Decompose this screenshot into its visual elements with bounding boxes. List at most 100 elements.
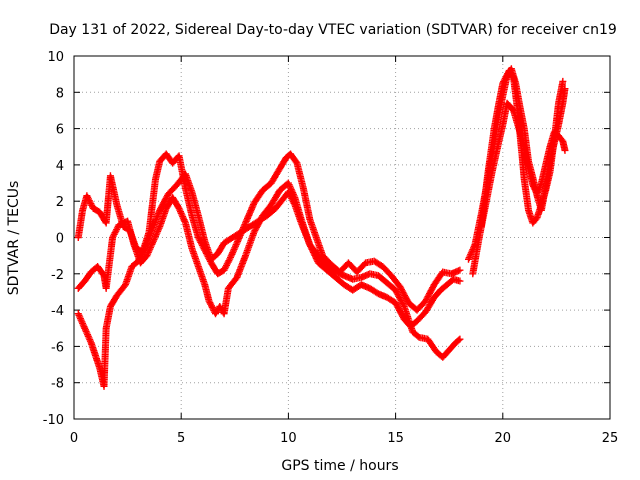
data-point [83,192,91,200]
data-point [83,329,91,337]
data-point [203,251,211,259]
data-point [502,73,510,81]
data-point [205,297,213,305]
x-tick-label: 0 [70,431,78,446]
data-point [221,265,229,273]
data-point [146,245,154,253]
data-point [112,227,120,235]
data-point [509,72,517,80]
data-point [286,182,294,190]
data-point [225,257,233,265]
data-point [86,337,94,345]
y-tick-label: 8 [56,86,64,101]
data-point [227,252,235,260]
data-point [79,321,87,329]
data-point [147,242,155,250]
data-point [113,226,121,234]
x-tick-label: 5 [177,431,185,446]
y-tick-label: -10 [43,413,64,428]
data-point [202,249,210,257]
data-point [223,260,231,268]
data-point [289,190,297,198]
data-point [290,192,298,200]
data-point [78,318,86,326]
data-point [81,326,89,334]
data-point [84,331,92,339]
data-point [179,213,187,221]
y-tick-label: -6 [51,340,64,355]
data-point [465,254,473,262]
series-track1 [74,170,464,390]
data-point [195,235,203,243]
data-point [145,247,153,255]
data-point [226,255,234,263]
data-point [144,250,152,258]
data-point [456,277,464,285]
data-point [561,146,569,154]
data-point [149,239,157,247]
data-point [79,319,87,327]
data-point [155,224,163,232]
data-point [222,261,230,269]
data-point [77,316,85,324]
data-point [87,200,95,208]
data-point [88,201,96,209]
data-point [464,255,472,263]
data-point [175,204,183,212]
data-point [153,229,161,237]
data-point [198,241,206,249]
x-axis-label: GPS time / hours [281,458,398,474]
data-point [399,301,407,309]
data-point [86,198,94,206]
data-point [207,300,215,308]
data-point [466,252,474,260]
x-tick-label: 15 [387,431,404,446]
series-track3 [74,150,464,314]
data-point [151,234,159,242]
data-point [204,253,212,261]
data-point [229,249,237,257]
data-point [220,266,228,274]
x-tick-label: 10 [280,431,297,446]
data-point [229,247,237,255]
series-track6 [477,67,567,231]
data-point [224,258,232,266]
axis-ticks: 0 5 10 15 20 25 -10 -8 -6 -4 -2 0 2 4 6 8 10 [43,50,619,446]
data-point [81,324,89,332]
data-point [109,234,117,241]
data-point [207,302,215,310]
data-point [109,232,117,240]
data-point [143,252,151,260]
y-tick-label: 6 [56,123,64,138]
data-point [206,299,214,307]
data-point [179,214,187,222]
data-point [178,211,186,219]
data-point [85,334,93,342]
data-point [151,232,159,240]
y-tick-label: 2 [56,195,64,210]
data-point [176,206,184,214]
data-point [222,263,230,271]
data-point [208,303,216,311]
data-point [84,332,92,340]
series-track2 [74,179,464,330]
data-point [284,179,292,187]
data-point [227,253,235,261]
data-point [180,216,188,224]
data-point [455,336,463,344]
y-tick-label: -8 [51,377,64,392]
data-point [84,195,92,203]
x-tick-label: 25 [602,431,619,446]
data-point [154,226,162,234]
data-point [80,323,88,331]
data-point [501,74,509,82]
data-point [86,336,94,344]
data-point [287,184,295,192]
data-point [205,254,213,262]
data-point [85,197,93,205]
data-point [82,327,90,335]
data-point [231,244,239,252]
data-point [456,335,464,343]
data-point [149,237,157,245]
